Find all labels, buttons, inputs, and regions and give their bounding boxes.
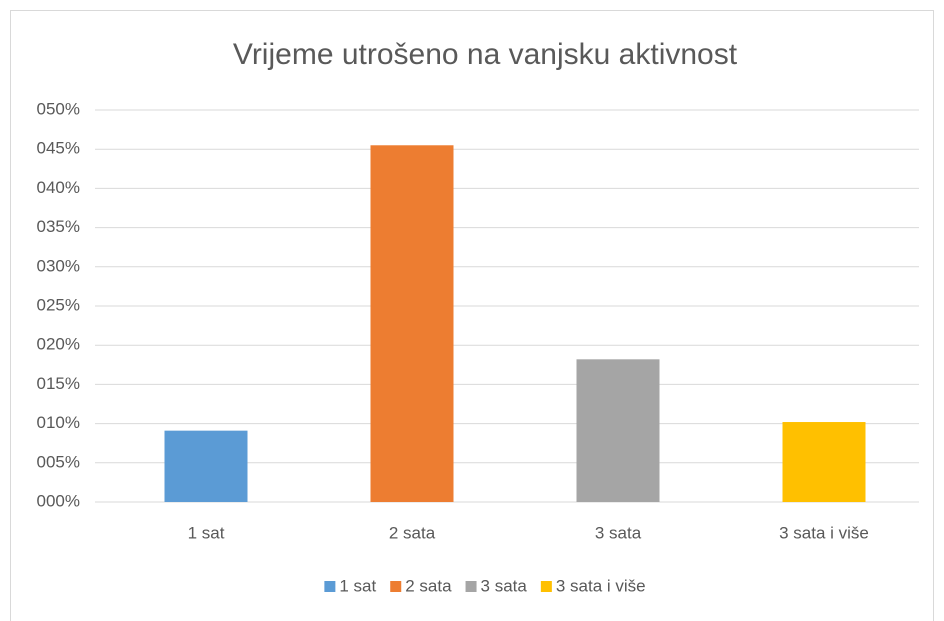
y-tick-label: 045% <box>37 139 80 158</box>
y-tick-label: 005% <box>37 452 80 471</box>
x-tick-label: 3 sata <box>595 523 642 542</box>
legend-label: 2 sata <box>405 576 452 595</box>
bar <box>164 430 248 502</box>
legend-swatch <box>465 581 477 592</box>
y-tick-label: 000% <box>37 491 80 510</box>
bar <box>576 359 660 502</box>
y-tick-label: 040% <box>37 178 80 197</box>
legend-swatch <box>390 581 402 592</box>
y-tick-label: 025% <box>37 295 80 314</box>
x-tick-label: 3 sata i više <box>779 523 869 542</box>
legend-swatch <box>540 581 552 592</box>
y-tick-label: 035% <box>37 217 80 236</box>
bar <box>370 145 454 502</box>
y-tick-label: 030% <box>37 256 80 275</box>
bar <box>782 422 866 502</box>
chart-title: Vrijeme utrošeno na vanjsku aktivnost <box>233 38 738 71</box>
legend-label: 1 sat <box>339 576 376 595</box>
y-tick-label: 010% <box>37 413 80 432</box>
y-tick-label: 015% <box>37 374 80 393</box>
x-tick-label: 2 sata <box>389 523 436 542</box>
y-tick-label: 020% <box>37 335 80 354</box>
legend-label: 3 sata i više <box>556 576 646 595</box>
x-tick-label: 1 sat <box>188 523 225 542</box>
legend-swatch <box>324 581 336 592</box>
chart-frame <box>10 10 934 621</box>
y-tick-label: 050% <box>37 99 80 118</box>
legend-label: 3 sata <box>481 576 528 595</box>
